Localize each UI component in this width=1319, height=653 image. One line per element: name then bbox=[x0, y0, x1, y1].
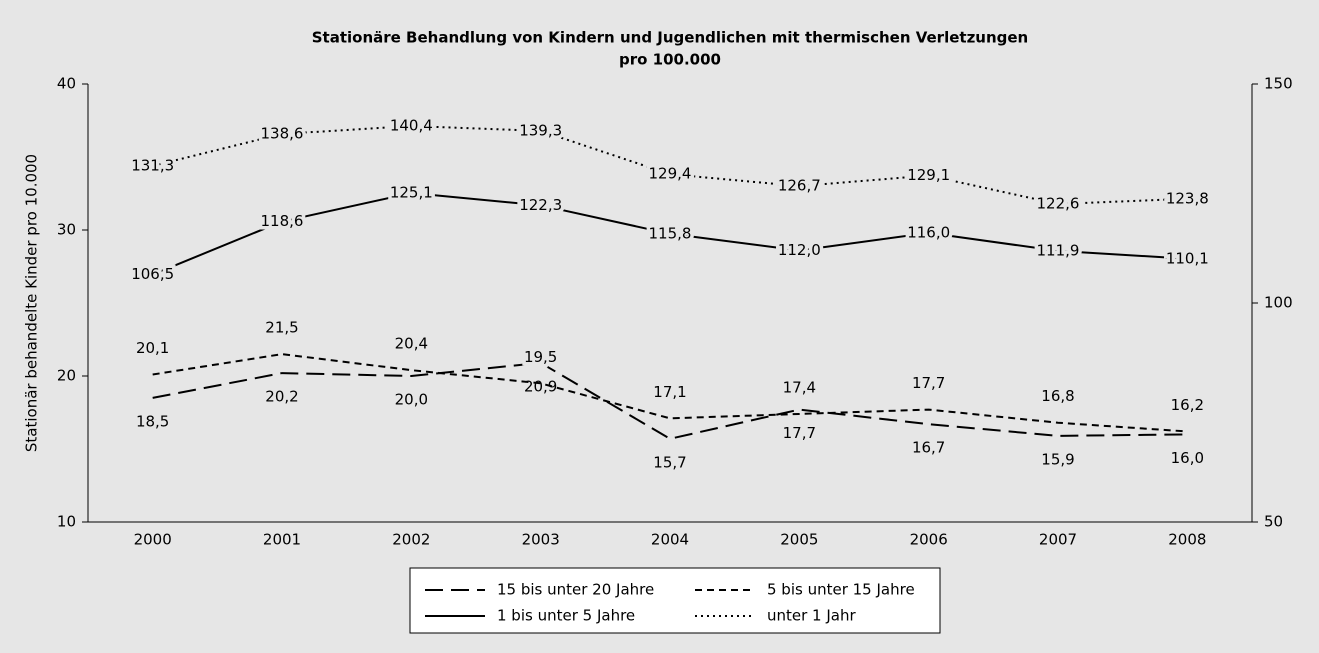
data-label: 112,0 bbox=[778, 241, 821, 259]
legend-label: unter 1 Jahr bbox=[767, 607, 856, 625]
data-label: 139,3 bbox=[519, 121, 562, 139]
data-label: 18,5 bbox=[136, 412, 169, 430]
data-label: 138,6 bbox=[261, 124, 304, 142]
x-tick-label: 2000 bbox=[134, 531, 172, 549]
data-label: 106,5 bbox=[131, 265, 174, 283]
legend-label: 1 bis unter 5 Jahre bbox=[497, 607, 635, 625]
y-tick-label: 20 bbox=[57, 367, 76, 385]
series-line bbox=[152, 192, 1188, 276]
data-label: 110,1 bbox=[1166, 249, 1209, 267]
data-label: 140,4 bbox=[390, 117, 433, 135]
y-tick-label: 30 bbox=[57, 221, 76, 239]
data-label: 129,1 bbox=[907, 166, 950, 184]
data-label: 116,0 bbox=[907, 223, 950, 241]
x-tick-label: 2008 bbox=[1168, 531, 1206, 549]
legend-label: 15 bis unter 20 Jahre bbox=[497, 581, 654, 599]
data-label: 15,9 bbox=[1041, 450, 1074, 468]
x-tick-label: 2004 bbox=[651, 531, 689, 549]
x-tick-label: 2002 bbox=[392, 531, 430, 549]
x-tick-label: 2007 bbox=[1039, 531, 1077, 549]
legend-box bbox=[409, 567, 941, 634]
chart-title: Stationäre Behandlung von Kindern und Ju… bbox=[312, 29, 1029, 47]
y2-tick-label: 50 bbox=[1264, 513, 1283, 531]
data-label: 19,5 bbox=[524, 348, 557, 366]
x-tick-label: 2006 bbox=[910, 531, 948, 549]
data-label: 131,3 bbox=[131, 156, 174, 174]
series-line bbox=[152, 361, 1188, 440]
data-label: 122,3 bbox=[519, 196, 562, 214]
data-label: 20,2 bbox=[265, 388, 298, 406]
data-label: 20,0 bbox=[395, 391, 428, 409]
data-label: 15,7 bbox=[653, 453, 686, 471]
data-label: 126,7 bbox=[778, 177, 821, 195]
data-label: 21,5 bbox=[265, 319, 298, 337]
data-label: 17,4 bbox=[783, 378, 816, 396]
chart-subtitle: pro 100.000 bbox=[619, 51, 721, 69]
y2-tick-label: 150 bbox=[1264, 75, 1293, 93]
data-label: 20,9 bbox=[524, 377, 557, 395]
data-label: 118,6 bbox=[261, 212, 304, 230]
y-tick-label: 40 bbox=[57, 75, 76, 93]
x-tick-label: 2001 bbox=[263, 531, 301, 549]
data-label: 17,1 bbox=[653, 383, 686, 401]
x-tick-label: 2003 bbox=[522, 531, 560, 549]
x-tick-label: 2005 bbox=[780, 531, 818, 549]
data-label: 16,0 bbox=[1171, 449, 1204, 467]
data-label: 20,4 bbox=[395, 335, 428, 353]
data-label: 17,7 bbox=[912, 374, 945, 392]
data-label: 115,8 bbox=[649, 224, 692, 242]
data-label: 123,8 bbox=[1166, 189, 1209, 207]
data-label: 20,1 bbox=[136, 339, 169, 357]
series-line bbox=[152, 125, 1188, 206]
data-label: 129,4 bbox=[649, 165, 692, 183]
data-label: 125,1 bbox=[390, 184, 433, 202]
data-label: 16,7 bbox=[912, 439, 945, 457]
data-label: 122,6 bbox=[1037, 195, 1080, 213]
y-tick-label: 10 bbox=[57, 513, 76, 531]
data-label: 16,8 bbox=[1041, 387, 1074, 405]
legend-label: 5 bis unter 15 Jahre bbox=[767, 581, 915, 599]
series-line bbox=[152, 353, 1188, 433]
data-label: 111,9 bbox=[1037, 241, 1080, 259]
data-label: 16,2 bbox=[1171, 396, 1204, 414]
y2-tick-label: 100 bbox=[1264, 294, 1293, 312]
y-axis-label: Stationär behandelte Kinder pro 10.000 bbox=[23, 154, 41, 452]
data-label: 17,7 bbox=[783, 424, 816, 442]
